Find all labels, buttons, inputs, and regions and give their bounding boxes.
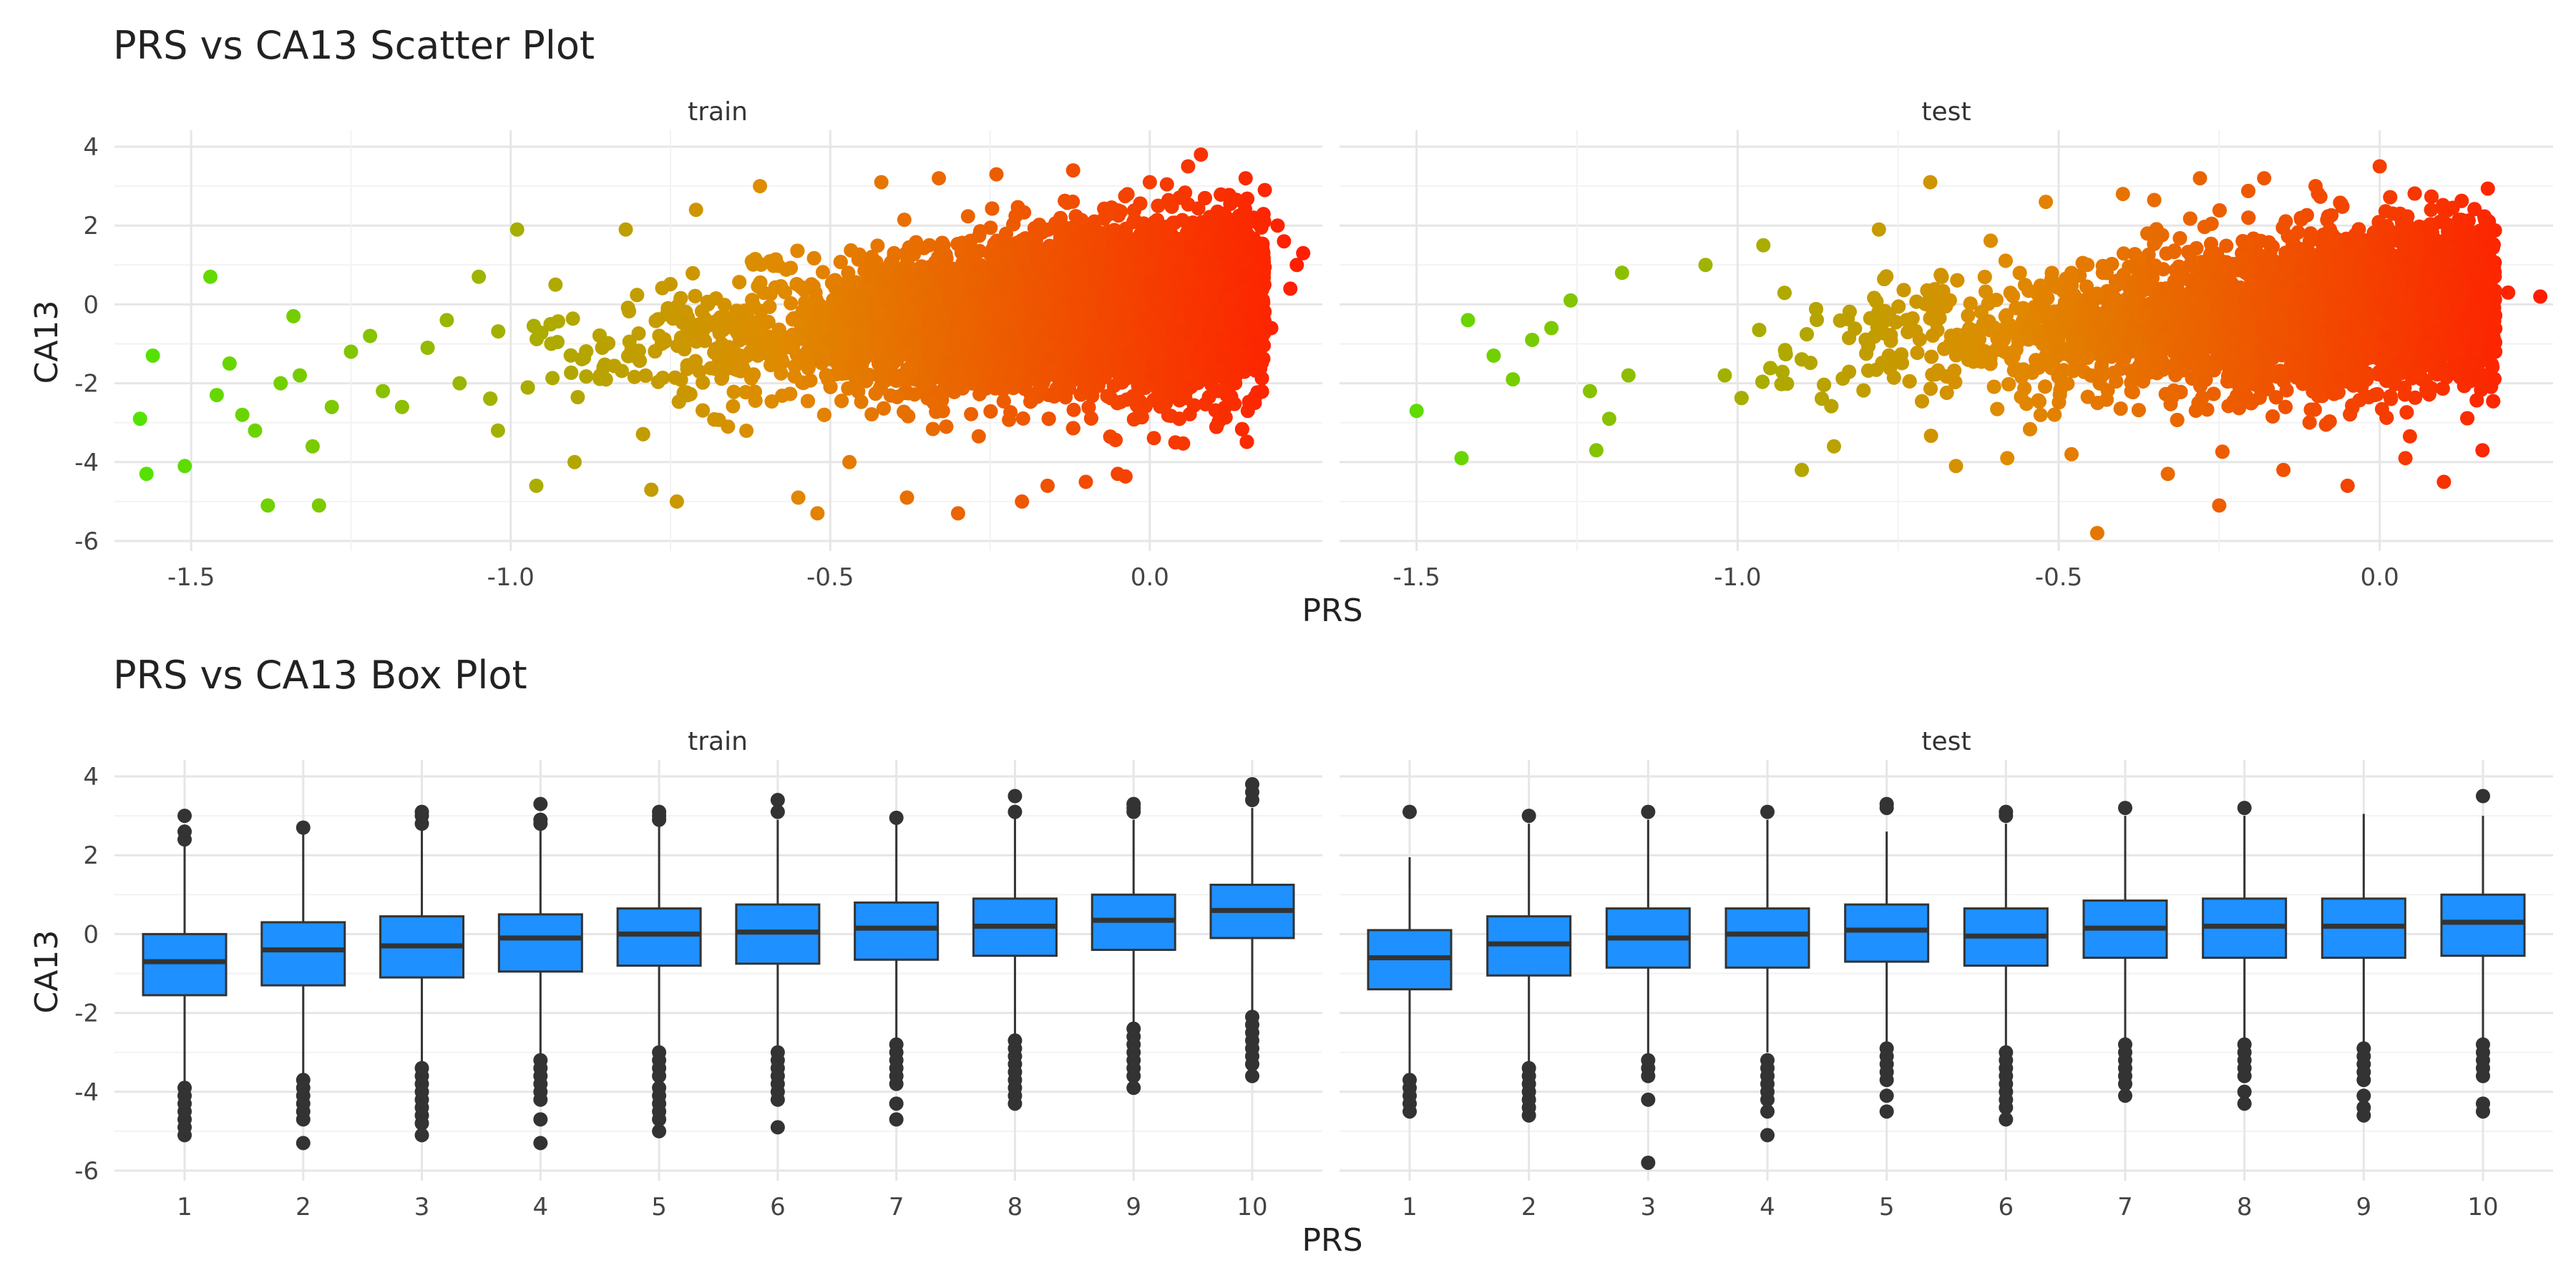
scatter-title: PRS vs CA13 Scatter Plot — [113, 23, 595, 68]
scatter-point — [620, 301, 635, 316]
scatter-point — [1126, 412, 1141, 427]
scatter-point — [1015, 411, 1030, 426]
scatter-point — [1002, 412, 1017, 427]
scatter-point — [763, 287, 778, 302]
scatter-point — [764, 394, 779, 409]
scatter-point — [1066, 402, 1081, 417]
scatter-point — [844, 243, 859, 258]
scatter-point — [565, 311, 580, 326]
scatter-point — [631, 326, 646, 341]
scatter-point — [726, 399, 741, 414]
scatter-point — [784, 296, 799, 311]
scatter-point — [925, 421, 940, 436]
scatter-point — [1159, 177, 1174, 192]
scatter-point — [1120, 187, 1135, 202]
scatter-train-strip-label: train — [688, 97, 748, 127]
scatter-point — [922, 238, 937, 253]
scatter-point — [864, 407, 879, 421]
scatter-point — [1146, 431, 1161, 446]
scatter-point — [717, 298, 732, 313]
scatter-point — [545, 371, 560, 386]
scatter-point — [971, 429, 986, 444]
scatter-point — [650, 374, 665, 389]
scatter-point — [627, 369, 642, 384]
scatter-point — [816, 265, 830, 280]
scatter-point — [972, 386, 987, 401]
scatter-point — [570, 390, 585, 404]
scatter-point — [897, 213, 912, 228]
scatter-train-dense-cloud — [483, 177, 1272, 484]
scatter-point — [803, 373, 818, 388]
scatter-point — [870, 238, 885, 253]
scatter-point — [964, 406, 979, 421]
scatter-point — [960, 209, 975, 224]
scatter-point — [491, 324, 506, 339]
scatter-point — [739, 424, 754, 438]
